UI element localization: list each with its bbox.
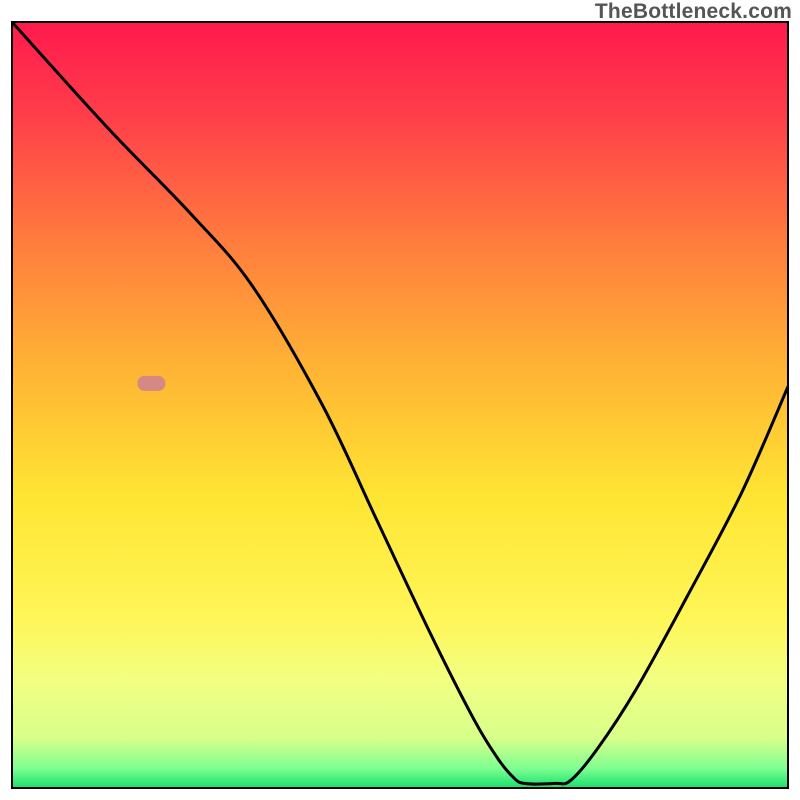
watermark-text: TheBottleneck.com [595, 0, 792, 24]
chart-background [0, 0, 800, 800]
gradient-fill [12, 22, 788, 788]
chart-container: TheBottleneck.com [0, 0, 800, 800]
